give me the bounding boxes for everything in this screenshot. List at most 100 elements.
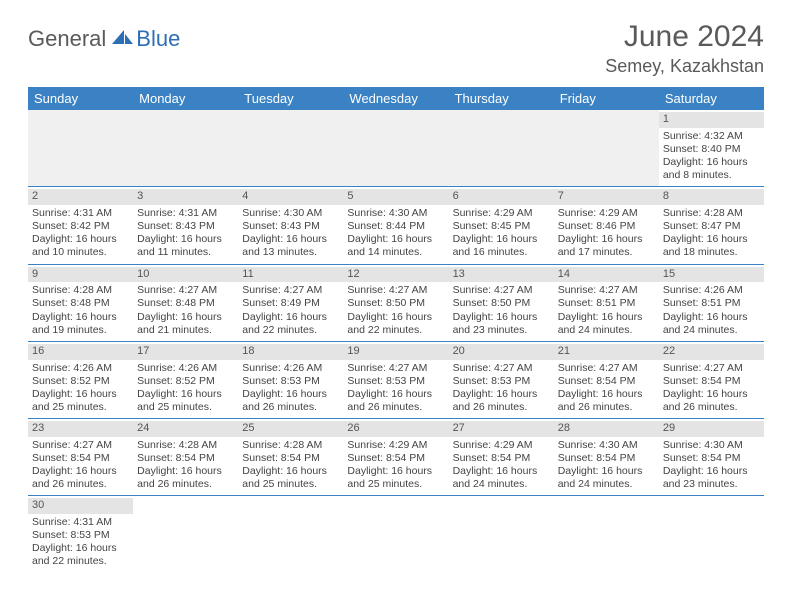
logo-text-general: General <box>28 26 106 52</box>
day-number: 28 <box>554 421 659 437</box>
day-details: Sunrise: 4:26 AMSunset: 8:51 PMDaylight:… <box>663 284 760 337</box>
day-number: 3 <box>133 189 238 205</box>
day-number: 19 <box>343 344 448 360</box>
day-number: 7 <box>554 189 659 205</box>
day-details: Sunrise: 4:29 AMSunset: 8:54 PMDaylight:… <box>453 439 550 492</box>
calendar-cell: 29 Sunrise: 4:30 AMSunset: 8:54 PMDayligh… <box>659 419 764 496</box>
day-number: 11 <box>238 267 343 283</box>
day-number: 29 <box>659 421 764 437</box>
day-details: Sunrise: 4:27 AMSunset: 8:54 PMDaylight:… <box>558 362 655 415</box>
day-number: 26 <box>343 421 448 437</box>
day-number: 8 <box>659 189 764 205</box>
day-details: Sunrise: 4:28 AMSunset: 8:47 PMDaylight:… <box>663 207 760 260</box>
calendar-cell: 7 Sunrise: 4:29 AMSunset: 8:46 PMDaylight… <box>554 187 659 264</box>
day-details: Sunrise: 4:30 AMSunset: 8:54 PMDaylight:… <box>558 439 655 492</box>
weekday-header: Tuesday <box>238 87 343 110</box>
day-number: 14 <box>554 267 659 283</box>
day-details: Sunrise: 4:28 AMSunset: 8:54 PMDaylight:… <box>242 439 339 492</box>
day-details: Sunrise: 4:27 AMSunset: 8:50 PMDaylight:… <box>453 284 550 337</box>
calendar-cell: 12Sunrise: 4:27 AMSunset: 8:50 PMDayligh… <box>343 265 448 342</box>
day-number: 2 <box>28 189 133 205</box>
brand-logo: General Blue <box>28 26 180 52</box>
calendar-cell: 2 Sunrise: 4:31 AMSunset: 8:42 PMDaylight… <box>28 187 133 264</box>
day-details: Sunrise: 4:29 AMSunset: 8:45 PMDaylight:… <box>453 207 550 260</box>
sail-icon <box>110 28 134 46</box>
day-number: 22 <box>659 344 764 360</box>
calendar-cell: 27Sunrise: 4:29 AMSunset: 8:54 PMDayligh… <box>449 419 554 496</box>
calendar-cell: 19Sunrise: 4:27 AMSunset: 8:53 PMDayligh… <box>343 342 448 419</box>
calendar-cell: 25 Sunrise: 4:28 AMSunset: 8:54 PMDayligh… <box>238 419 343 496</box>
day-details: Sunrise: 4:31 AMSunset: 8:42 PMDaylight:… <box>32 207 129 260</box>
calendar-cell: 26Sunrise: 4:29 AMSunset: 8:54 PMDayligh… <box>343 419 448 496</box>
calendar-cell: 4Sunrise: 4:30 AMSunset: 8:43 PMDaylight… <box>238 187 343 264</box>
day-details: Sunrise: 4:30 AMSunset: 8:54 PMDaylight:… <box>663 439 760 492</box>
calendar-page: General Blue June 2024 Semey, Kazakhstan… <box>0 0 792 593</box>
day-details: Sunrise: 4:28 AMSunset: 8:54 PMDaylight:… <box>137 439 234 492</box>
title-block: June 2024 Semey, Kazakhstan <box>605 20 764 77</box>
calendar-cell: 17 Sunrise: 4:26 AMSunset: 8:52 PMDayligh… <box>133 342 238 419</box>
day-number: 23 <box>28 421 133 437</box>
day-number: 1 <box>659 112 764 128</box>
calendar-cell: 8 Sunrise: 4:28 AMSunset: 8:47 PMDaylight… <box>659 187 764 264</box>
day-details: Sunrise: 4:27 AMSunset: 8:48 PMDaylight:… <box>137 284 234 337</box>
day-details: Sunrise: 4:27 AMSunset: 8:53 PMDaylight:… <box>453 362 550 415</box>
day-number: 17 <box>133 344 238 360</box>
day-details: Sunrise: 4:28 AMSunset: 8:48 PMDaylight:… <box>32 284 129 337</box>
day-number: 21 <box>554 344 659 360</box>
calendar-header-row: SundayMondayTuesdayWednesdayThursdayFrid… <box>28 87 764 110</box>
calendar-cell: 20 Sunrise: 4:27 AMSunset: 8:53 PMDayligh… <box>449 342 554 419</box>
day-number: 13 <box>449 267 554 283</box>
day-details: Sunrise: 4:27 AMSunset: 8:54 PMDaylight:… <box>32 439 129 492</box>
day-number: 18 <box>238 344 343 360</box>
calendar-table: SundayMondayTuesdayWednesdayThursdayFrid… <box>28 87 764 573</box>
location-label: Semey, Kazakhstan <box>605 56 764 77</box>
day-number: 4 <box>238 189 343 205</box>
day-details: Sunrise: 4:26 AMSunset: 8:53 PMDaylight:… <box>242 362 339 415</box>
calendar-cell: 3Sunrise: 4:31 AMSunset: 8:43 PMDaylight… <box>133 187 238 264</box>
calendar-cell <box>238 496 343 572</box>
calendar-cell <box>449 110 554 187</box>
calendar-cell: 14Sunrise: 4:27 AMSunset: 8:51 PMDayligh… <box>554 265 659 342</box>
calendar-cell: 11Sunrise: 4:27 AMSunset: 8:49 PMDayligh… <box>238 265 343 342</box>
calendar-cell: 18 Sunrise: 4:26 AMSunset: 8:53 PMDayligh… <box>238 342 343 419</box>
calendar-cell: 24 Sunrise: 4:28 AMSunset: 8:54 PMDayligh… <box>133 419 238 496</box>
day-number: 20 <box>449 344 554 360</box>
day-number: 24 <box>133 421 238 437</box>
day-details: Sunrise: 4:31 AMSunset: 8:53 PMDaylight:… <box>32 516 129 569</box>
page-header: General Blue June 2024 Semey, Kazakhstan <box>28 20 764 77</box>
day-number: 25 <box>238 421 343 437</box>
calendar-cell: 23 Sunrise: 4:27 AMSunset: 8:54 PMDayligh… <box>28 419 133 496</box>
day-details: Sunrise: 4:29 AMSunset: 8:46 PMDaylight:… <box>558 207 655 260</box>
calendar-cell <box>554 110 659 187</box>
day-details: Sunrise: 4:27 AMSunset: 8:51 PMDaylight:… <box>558 284 655 337</box>
weekday-header: Wednesday <box>343 87 448 110</box>
calendar-cell: 30Sunrise: 4:31 AMSunset: 8:53 PMDayligh… <box>28 496 133 572</box>
logo-text-blue: Blue <box>136 26 180 52</box>
day-details: Sunrise: 4:32 AMSunset: 8:40 PMDaylight:… <box>663 130 760 183</box>
day-details: Sunrise: 4:26 AMSunset: 8:52 PMDaylight:… <box>32 362 129 415</box>
calendar-cell <box>449 496 554 572</box>
calendar-cell <box>28 110 133 187</box>
calendar-cell <box>554 496 659 572</box>
day-details: Sunrise: 4:27 AMSunset: 8:50 PMDaylight:… <box>347 284 444 337</box>
calendar-cell: 5Sunrise: 4:30 AMSunset: 8:44 PMDaylight… <box>343 187 448 264</box>
calendar-cell: 6Sunrise: 4:29 AMSunset: 8:45 PMDaylight… <box>449 187 554 264</box>
weekday-header: Saturday <box>659 87 764 110</box>
day-number: 12 <box>343 267 448 283</box>
calendar-cell: 16Sunrise: 4:26 AMSunset: 8:52 PMDayligh… <box>28 342 133 419</box>
calendar-cell <box>659 496 764 572</box>
day-details: Sunrise: 4:26 AMSunset: 8:52 PMDaylight:… <box>137 362 234 415</box>
calendar-cell <box>133 496 238 572</box>
weekday-header: Thursday <box>449 87 554 110</box>
day-number: 10 <box>133 267 238 283</box>
day-number: 9 <box>28 267 133 283</box>
calendar-cell: 15Sunrise: 4:26 AMSunset: 8:51 PMDayligh… <box>659 265 764 342</box>
day-details: Sunrise: 4:30 AMSunset: 8:44 PMDaylight:… <box>347 207 444 260</box>
weekday-header: Sunday <box>28 87 133 110</box>
day-details: Sunrise: 4:27 AMSunset: 8:54 PMDaylight:… <box>663 362 760 415</box>
calendar-cell: 9Sunrise: 4:28 AMSunset: 8:48 PMDaylight… <box>28 265 133 342</box>
day-details: Sunrise: 4:27 AMSunset: 8:49 PMDaylight:… <box>242 284 339 337</box>
calendar-cell: 22 Sunrise: 4:27 AMSunset: 8:54 PMDayligh… <box>659 342 764 419</box>
calendar-cell <box>343 496 448 572</box>
weekday-header: Friday <box>554 87 659 110</box>
